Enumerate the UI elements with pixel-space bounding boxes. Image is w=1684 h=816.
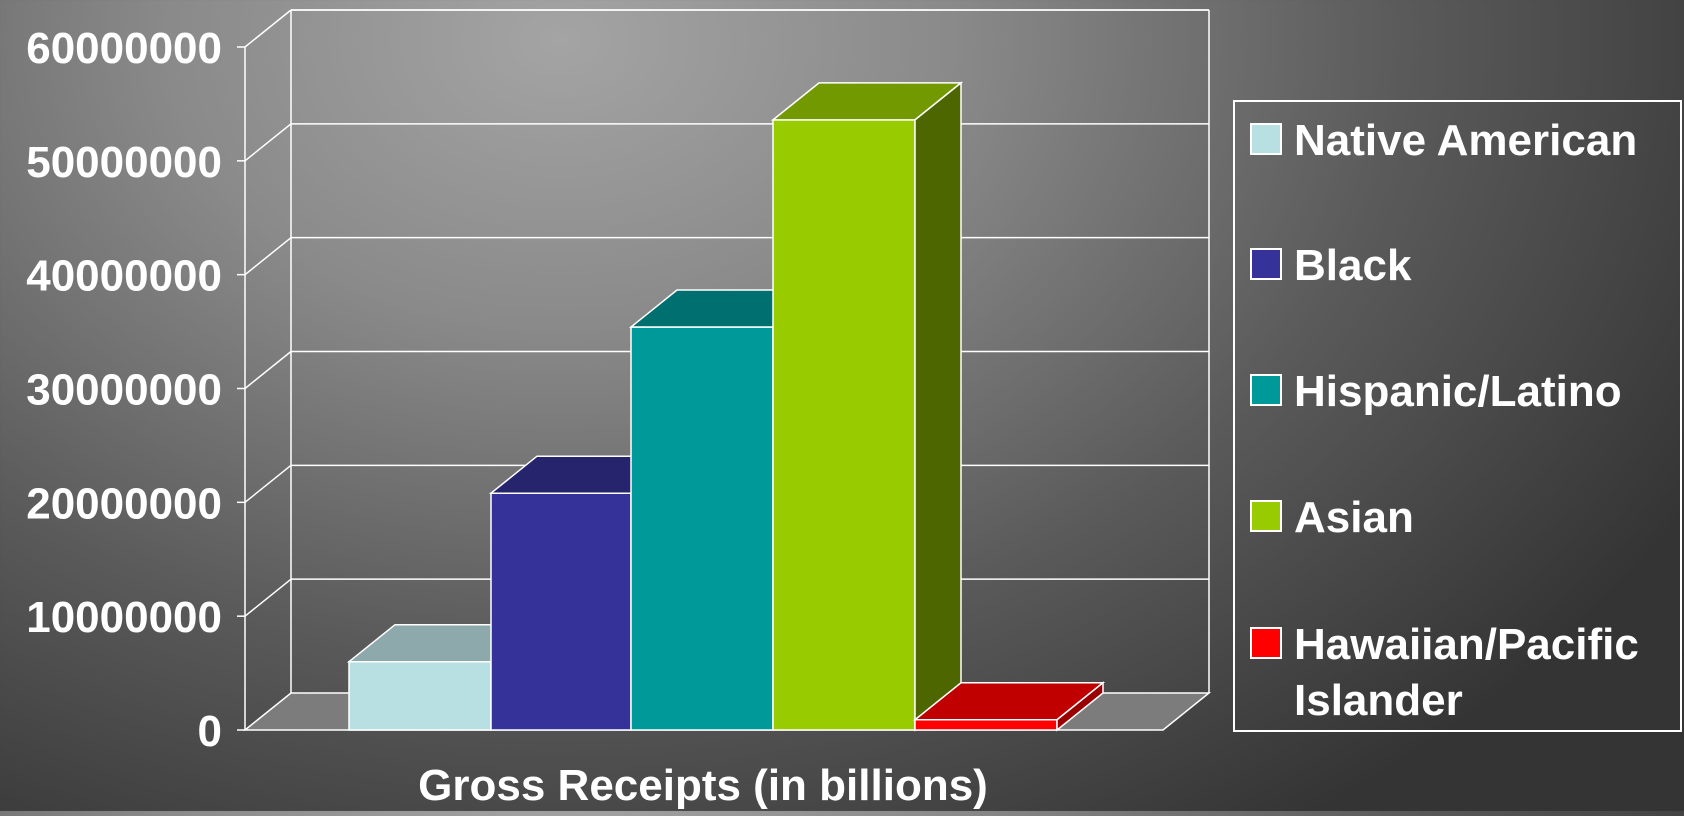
bar-group: [770, 81, 964, 732]
legend-swatch: [1250, 123, 1282, 155]
bar-front: [772, 119, 916, 731]
y-tick-label: 40000000: [26, 252, 222, 301]
legend-label: Islander: [1294, 676, 1463, 725]
legend-label: Hawaiian/Pacific: [1294, 620, 1639, 669]
legend-label: Asian: [1294, 493, 1414, 542]
legend-label: Black: [1294, 241, 1412, 290]
bar-group: [346, 623, 540, 731]
x-axis-label: Gross Receipts (in billions): [418, 761, 988, 810]
legend-item: Hispanic/Latino: [1250, 367, 1622, 416]
bar-front: [348, 660, 492, 731]
bars: [346, 81, 1106, 732]
bar-group: [628, 289, 822, 731]
legend-swatch: [1250, 627, 1282, 659]
legend: Native American Black Hispanic/Latino Asian…: [1233, 100, 1682, 732]
legend-item: Black: [1250, 241, 1412, 290]
gridline-side: [244, 123, 292, 162]
gridline-side: [244, 578, 292, 617]
bar-front: [914, 719, 1058, 731]
gridline-side: [244, 350, 292, 390]
legend-box: [1233, 100, 1682, 732]
y-tick-label: 50000000: [26, 138, 222, 187]
gridline-side: [244, 464, 292, 503]
legend-item: Asian: [1250, 493, 1414, 542]
bar-front: [630, 326, 774, 731]
y-tick-label: 20000000: [26, 479, 222, 528]
legend-item: Native American: [1250, 116, 1637, 165]
legend-label: Hispanic/Latino: [1294, 367, 1622, 416]
y-tick-label: 10000000: [26, 593, 222, 642]
bar-group: [912, 681, 1106, 732]
bar-side: [1056, 681, 1104, 732]
y-tick-label: 60000000: [26, 24, 222, 73]
legend-item: Hawaiian/Pacific Islander: [1250, 620, 1639, 725]
legend-swatch: [1250, 248, 1282, 280]
legend-swatch: [1250, 500, 1282, 532]
y-tick-label: 30000000: [26, 366, 222, 415]
y-tick-label: 0: [198, 707, 222, 756]
bar-front: [490, 492, 632, 731]
legend-label: Native American: [1294, 116, 1637, 165]
legend-swatch: [1250, 374, 1282, 406]
gridline-side: [244, 237, 292, 276]
gridline-side: [244, 9, 292, 48]
bar-side: [914, 81, 962, 732]
y-axis-tick-labels: 0 10000000 20000000 30000000 40000000 5000000…: [26, 24, 245, 756]
